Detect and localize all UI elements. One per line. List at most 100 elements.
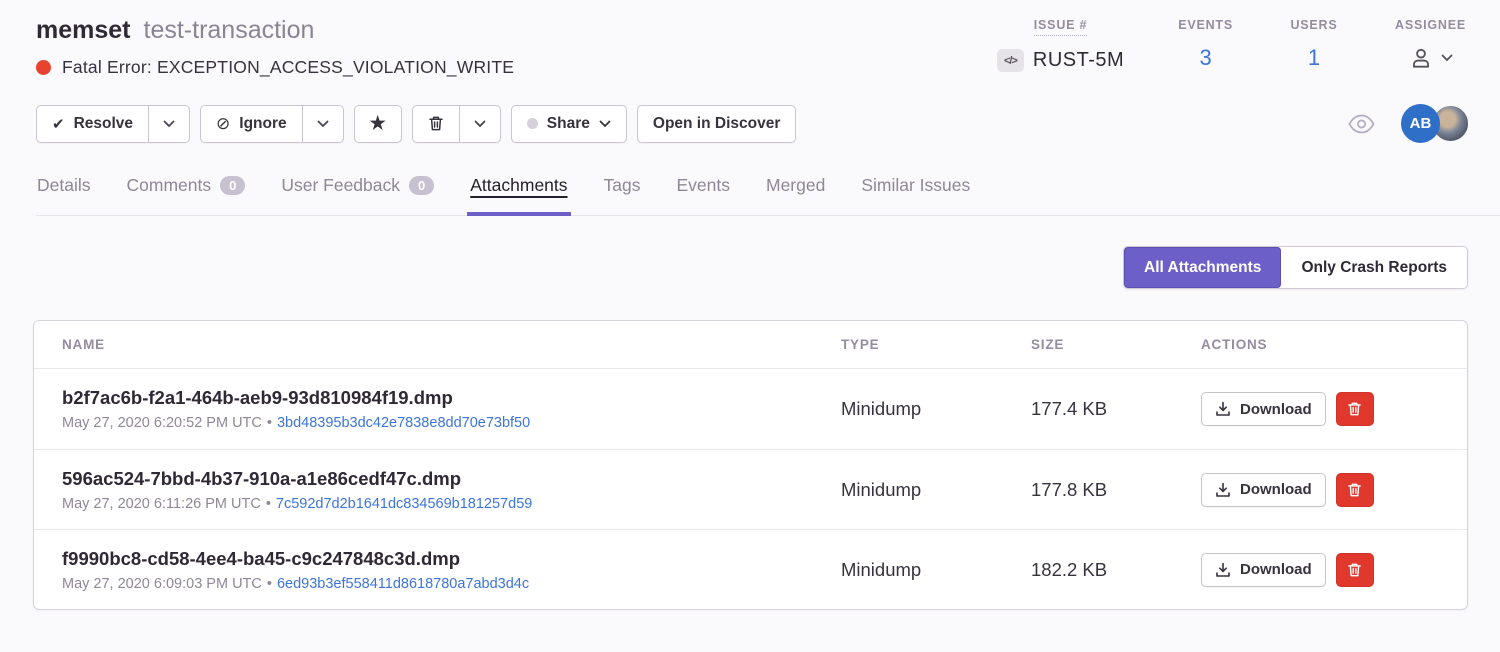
meta-separator: • xyxy=(266,415,272,431)
download-button-label: Download xyxy=(1240,400,1312,418)
person-icon xyxy=(1408,45,1434,71)
chevron-down-icon xyxy=(1441,54,1453,62)
attachments-table: NAME TYPE SIZE ACTIONS b2f7ac6b-f2a1-464… xyxy=(33,320,1468,610)
attachment-actions: Download xyxy=(1201,552,1467,587)
table-row: 596ac524-7bbd-4b37-910a-a1e86cedf47c.dmp… xyxy=(34,449,1467,529)
download-icon xyxy=(1215,401,1231,417)
meta-separator: • xyxy=(265,495,271,512)
open-in-discover-button[interactable]: Open in Discover xyxy=(636,104,797,143)
delete-attachment-button[interactable] xyxy=(1335,552,1374,587)
ignore-button-label: Ignore xyxy=(239,114,287,132)
attachment-timestamp: May 27, 2020 6:20:52 PM UTC xyxy=(62,415,262,431)
delete-attachment-button[interactable] xyxy=(1335,392,1374,426)
tab-attachments[interactable]: Attachments xyxy=(467,169,571,216)
column-header-type: TYPE xyxy=(841,337,880,352)
attachments-panel: All Attachments Only Crash Reports NAME … xyxy=(0,216,1500,610)
download-button[interactable]: Download xyxy=(1201,552,1326,587)
chevron-down-icon xyxy=(163,120,175,128)
delete-button-group xyxy=(411,104,501,143)
ban-icon: ⊘ xyxy=(216,113,231,133)
download-button[interactable]: Download xyxy=(1201,472,1326,507)
tab-label: Events xyxy=(676,175,731,195)
event-id-link[interactable]: 7c592d7d2b1641dc834569b181257d59 xyxy=(275,495,533,512)
users-label: USERS xyxy=(1290,18,1338,32)
event-id-link[interactable]: 3bd48395b3dc42e7838e8dd70e73bf50 xyxy=(276,415,531,431)
trash-icon xyxy=(1347,482,1362,498)
page-title: memset xyxy=(36,16,131,44)
chevron-down-icon xyxy=(599,120,611,128)
ignore-dropdown-button[interactable] xyxy=(301,105,343,142)
bookmark-button[interactable]: ★ xyxy=(353,104,402,143)
attachment-file-name: b2f7ac6b-f2a1-464b-aeb9-93d810984f19.dmp xyxy=(62,387,453,408)
issue-header-left: memset test-transaction Fatal Error: EXC… xyxy=(36,16,514,78)
issue-stats: ISSUE # </> RUST-5M EVENTS 3 USERS 1 ASS… xyxy=(996,16,1466,78)
attachment-size: 177.4 KB xyxy=(1031,398,1108,419)
stat-issue-number: ISSUE # </> RUST-5M xyxy=(996,18,1124,78)
action-toolbar: ✔ Resolve ⊘ Ignore ★ xyxy=(36,104,1470,143)
feedback-count-badge: 0 xyxy=(409,176,435,195)
tab-details[interactable]: Details xyxy=(36,169,92,215)
avatar[interactable]: AB xyxy=(1401,104,1440,143)
comments-count-badge: 0 xyxy=(220,176,246,195)
tab-label: Merged xyxy=(766,175,826,195)
attachment-actions: Download xyxy=(1201,472,1467,507)
download-button-label: Download xyxy=(1240,561,1312,578)
ignore-button[interactable]: ⊘ Ignore xyxy=(201,106,302,142)
tab-label: Comments xyxy=(126,175,212,195)
attachment-file-name: 596ac524-7bbd-4b37-910a-a1e86cedf47c.dmp xyxy=(62,467,462,489)
attachment-name-cell: f9990bc8-cd58-4ee4-ba45-c9c247848c3d.dmp… xyxy=(62,548,841,592)
tab-label: Tags xyxy=(603,175,641,195)
stat-assignee: ASSIGNEE xyxy=(1395,18,1466,78)
download-button[interactable]: Download xyxy=(1201,392,1326,426)
events-count[interactable]: 3 xyxy=(1199,45,1212,70)
issue-title-row: memset test-transaction xyxy=(36,16,514,45)
attachment-file-name: f9990bc8-cd58-4ee4-ba45-c9c247848c3d.dmp xyxy=(62,547,460,569)
open-in-discover-label: Open in Discover xyxy=(652,114,781,132)
attachment-type: Minidump xyxy=(841,558,922,580)
check-icon: ✔ xyxy=(52,115,65,133)
trash-icon xyxy=(428,115,444,132)
trash-icon xyxy=(1347,562,1362,578)
error-level-dot-icon xyxy=(36,60,51,75)
tab-events[interactable]: Events xyxy=(676,169,732,215)
events-label: EVENTS xyxy=(1178,18,1233,32)
tab-merged[interactable]: Merged xyxy=(765,169,826,215)
attachments-filter-row: All Attachments Only Crash Reports xyxy=(33,246,1468,289)
tab-tags[interactable]: Tags xyxy=(603,169,642,215)
delete-dropdown-button[interactable] xyxy=(458,105,500,142)
download-button-label: Download xyxy=(1240,481,1312,498)
attachment-type: Minidump xyxy=(841,478,922,500)
delete-attachment-button[interactable] xyxy=(1335,472,1374,507)
issue-short-id: </> RUST-5M xyxy=(996,49,1124,72)
tab-similar-issues[interactable]: Similar Issues xyxy=(860,169,971,215)
table-row: b2f7ac6b-f2a1-464b-aeb9-93d810984f19.dmp… xyxy=(34,369,1467,449)
attachment-size: 177.8 KB xyxy=(1031,478,1108,500)
tab-label: Details xyxy=(37,175,91,195)
assignee-selector[interactable] xyxy=(1408,45,1453,71)
participant-avatars: AB xyxy=(1401,104,1470,143)
resolve-dropdown-button[interactable] xyxy=(148,105,189,142)
column-header-name: NAME xyxy=(62,337,105,352)
attachment-meta: May 27, 2020 6:11:26 PM UTC • 7c592d7d2b16… xyxy=(62,496,841,512)
attachment-meta: May 27, 2020 6:20:52 PM UTC • 3bd48395b3dc… xyxy=(62,415,841,431)
event-id-link[interactable]: 6ed93b3ef558411d8618780a7abd3d4c xyxy=(276,575,530,592)
transaction-subtitle: test-transaction xyxy=(143,16,315,44)
tab-user-feedback[interactable]: User Feedback 0 xyxy=(280,169,435,215)
delete-issue-button[interactable] xyxy=(413,106,459,142)
resolve-button[interactable]: ✔ Resolve xyxy=(37,106,148,142)
download-icon xyxy=(1215,482,1231,498)
trash-icon xyxy=(1347,401,1362,417)
tab-label: User Feedback xyxy=(281,175,401,195)
users-count[interactable]: 1 xyxy=(1307,45,1321,70)
attachments-filter-toggle: All Attachments Only Crash Reports xyxy=(1123,246,1468,289)
share-button[interactable]: Share xyxy=(510,104,627,143)
share-status-dot-icon xyxy=(526,118,538,129)
attachment-meta: May 27, 2020 6:09:03 PM UTC • 6ed93b3ef558… xyxy=(62,576,841,592)
filter-only-crash-reports[interactable]: Only Crash Reports xyxy=(1281,247,1467,288)
subscribe-eye-icon[interactable] xyxy=(1348,114,1375,134)
meta-separator: • xyxy=(266,575,272,592)
stat-users: USERS 1 xyxy=(1287,18,1341,78)
attachment-size: 182.2 KB xyxy=(1031,558,1108,580)
filter-all-attachments[interactable]: All Attachments xyxy=(1124,247,1282,288)
tab-comments[interactable]: Comments 0 xyxy=(126,169,247,215)
